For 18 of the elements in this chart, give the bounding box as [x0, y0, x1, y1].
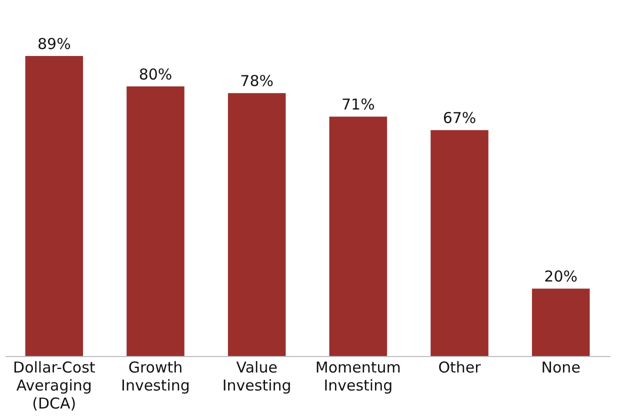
- x-tick-label: Momentum Investing: [315, 358, 401, 394]
- bar: [430, 130, 488, 356]
- bar: [329, 116, 388, 356]
- x-tick-label: Dollar-Cost Averaging (DCA): [13, 358, 96, 412]
- data-label: 80%: [138, 65, 172, 84]
- data-label: 71%: [342, 96, 375, 114]
- x-tick-label: None: [541, 358, 580, 376]
- bar: [532, 288, 590, 356]
- data-label: 78%: [240, 72, 274, 90]
- bar: [25, 56, 84, 356]
- bar: [126, 86, 184, 356]
- data-label: 20%: [544, 268, 578, 286]
- bar: [228, 93, 286, 356]
- x-tick-label: Other: [438, 358, 482, 376]
- data-label: 67%: [442, 109, 476, 128]
- x-tick-label: Value Investing: [222, 358, 292, 394]
- data-label: 89%: [37, 35, 71, 53]
- x-tick-label: Growth Investing: [121, 358, 190, 394]
